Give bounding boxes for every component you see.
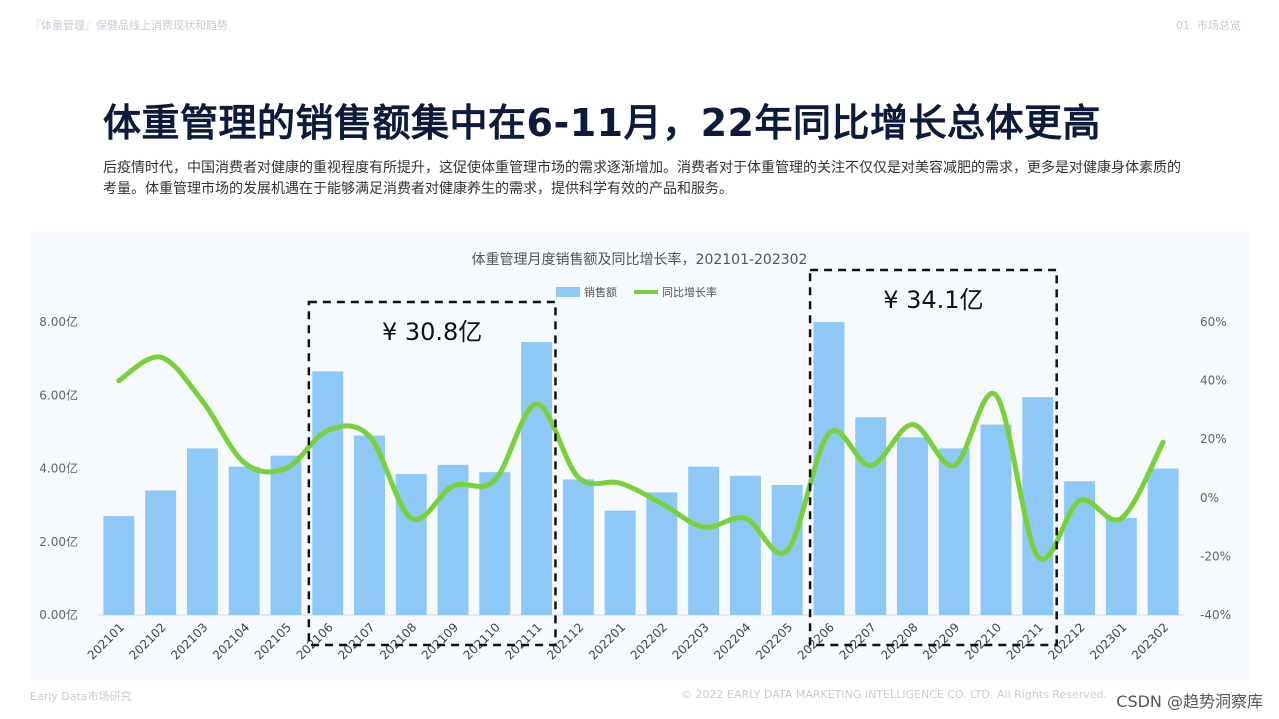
x-tick-label: 202101 bbox=[85, 620, 127, 662]
x-tick-label: 202205 bbox=[753, 620, 795, 662]
x-tick-label: 202102 bbox=[126, 620, 168, 662]
y-left-tick-label: 8.00亿 bbox=[39, 314, 78, 329]
bar-202208 bbox=[897, 437, 928, 615]
y-right-tick-label: 20% bbox=[1200, 432, 1227, 446]
y-right-tick-label: 0% bbox=[1200, 491, 1219, 505]
y-left-tick-label: 0.00亿 bbox=[39, 607, 78, 622]
growth-rate-line bbox=[116, 354, 1166, 562]
bar-202112 bbox=[562, 479, 594, 615]
bar-202207 bbox=[855, 417, 887, 615]
bar-202211 bbox=[1022, 397, 1054, 615]
highlight-box-1 bbox=[307, 300, 557, 647]
y-right-tick-label: 40% bbox=[1200, 374, 1227, 388]
legend-swatch-sales bbox=[556, 287, 580, 297]
chart-title: 体重管理月度销售额及同比增长率，202101-202302 bbox=[471, 252, 808, 268]
bar-202210 bbox=[980, 424, 1012, 615]
page-title: 体重管理的销售额集中在6-11月，22年同比增长总体更高 bbox=[103, 101, 1101, 145]
x-tick-label: 202203 bbox=[669, 620, 711, 662]
y-right-tick-label: -40% bbox=[1200, 608, 1231, 622]
x-tick-label: 202211 bbox=[1004, 620, 1046, 662]
page-description: 后疫情时代，中国消费者对健康的重视程度有所提升，这促使体重管理市场的需求逐渐增加… bbox=[103, 160, 1181, 197]
bar-202108 bbox=[395, 473, 427, 615]
bar-202301 bbox=[1105, 517, 1137, 615]
x-tick-label: 202106 bbox=[294, 620, 336, 662]
x-tick-label: 202209 bbox=[920, 620, 962, 662]
bar-202111 bbox=[521, 342, 553, 615]
bar-202206 bbox=[813, 322, 845, 615]
bar-202110 bbox=[479, 472, 511, 615]
highlight-box-2 bbox=[808, 268, 1058, 647]
x-tick-label: 202201 bbox=[586, 620, 628, 662]
bar-202109 bbox=[437, 464, 469, 615]
x-tick-label: 202103 bbox=[168, 620, 210, 662]
x-tick-label: 202104 bbox=[210, 620, 252, 662]
x-tick-label: 202107 bbox=[335, 620, 377, 662]
x-tick-label: 202212 bbox=[1045, 620, 1087, 662]
x-tick-label: 202206 bbox=[795, 620, 837, 662]
x-tick-label: 202110 bbox=[461, 620, 503, 662]
x-tick-label: 202204 bbox=[711, 620, 753, 662]
footer-source: Early Data市场研究 bbox=[30, 690, 132, 703]
bar-202106 bbox=[312, 371, 344, 615]
x-tick-label: 202202 bbox=[628, 620, 670, 662]
report-series-label: 『体重管理』保健品线上消费现状和趋势 bbox=[30, 19, 228, 32]
y-left-tick-label: 6.00亿 bbox=[39, 387, 78, 402]
section-label: 01. 市场总览 bbox=[1176, 19, 1241, 32]
bar-202203 bbox=[688, 466, 720, 615]
bar-202103 bbox=[186, 448, 218, 615]
x-tick-label: 202111 bbox=[502, 620, 544, 662]
y-left-tick-label: 4.00亿 bbox=[39, 461, 78, 476]
x-tick-label: 202210 bbox=[962, 620, 1004, 662]
x-tick-label: 202108 bbox=[377, 620, 419, 662]
bar-202102 bbox=[145, 490, 177, 615]
legend-label-sales: 销售额 bbox=[584, 285, 617, 299]
bar-202104 bbox=[228, 466, 260, 615]
y-right-tick-label: -20% bbox=[1200, 549, 1231, 563]
y-left-tick-label: 2.00亿 bbox=[39, 534, 78, 549]
bar-202107 bbox=[354, 435, 385, 615]
footer-copyright: © 2022 EARLY DATA MARKETING INTELLIGENCE… bbox=[681, 688, 1108, 701]
bar-202101 bbox=[103, 516, 135, 615]
x-tick-label: 202109 bbox=[419, 620, 461, 662]
highlight-total-label-2: ¥ 34.1亿 bbox=[883, 286, 983, 314]
highlight-total-label-1: ¥ 30.8亿 bbox=[382, 318, 482, 346]
x-tick-label: 202105 bbox=[252, 620, 294, 662]
bar-202302 bbox=[1147, 468, 1179, 615]
watermark: CSDN @趋势洞察库 bbox=[1116, 692, 1263, 711]
x-tick-label: 202112 bbox=[544, 620, 586, 662]
y-right-tick-label: 60% bbox=[1200, 315, 1227, 329]
bar-202209 bbox=[938, 448, 970, 615]
x-tick-label: 202208 bbox=[878, 620, 920, 662]
x-tick-label: 202302 bbox=[1129, 620, 1171, 662]
bar-202201 bbox=[604, 510, 636, 615]
bar-202105 bbox=[270, 455, 302, 615]
x-tick-label: 202301 bbox=[1087, 620, 1129, 662]
bar-202204 bbox=[729, 475, 761, 615]
x-tick-label: 202207 bbox=[837, 620, 879, 662]
legend-label-growth: 同比增长率 bbox=[662, 285, 717, 299]
